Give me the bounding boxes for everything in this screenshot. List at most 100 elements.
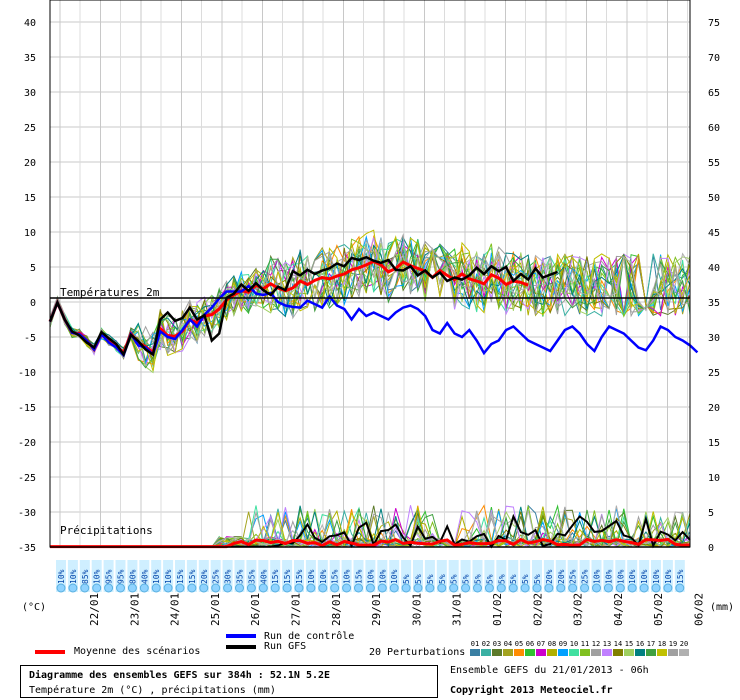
x-tick-label: 27/01 — [290, 593, 303, 626]
perturbation-swatch — [569, 649, 579, 656]
snow-percent-label: 10% — [93, 569, 102, 584]
x-tick-label: 26/01 — [249, 593, 262, 626]
snow-cell — [603, 560, 614, 592]
snow-percent-label: 40% — [140, 569, 149, 584]
snow-percent-label: 10% — [664, 569, 673, 584]
footer-title: Diagramme des ensembles GEFS sur 384h : … — [29, 670, 331, 681]
left-tick-label: 10 — [24, 228, 36, 239]
gfs-legend-swatch — [226, 645, 256, 649]
snowflake-icon — [258, 583, 268, 593]
perturbation-number: 09 — [559, 640, 567, 648]
snow-cell — [151, 560, 162, 592]
snow-percent-label: 10% — [319, 569, 328, 584]
snowflake-icon — [473, 583, 482, 593]
left-tick-label: -10 — [18, 368, 36, 379]
snow-cell — [139, 560, 150, 592]
control-legend-swatch — [226, 634, 256, 638]
snow-percent-label: 15% — [283, 569, 292, 584]
left-tick-label: 0 — [30, 298, 36, 309]
right-tick-label: 0 — [708, 543, 714, 554]
snow-percent-label: 5% — [426, 574, 435, 584]
x-tick-label: 23/01 — [128, 593, 141, 626]
perturbation-swatch — [668, 649, 678, 656]
snow-cell — [401, 560, 412, 592]
snow-percent-label: 10% — [57, 569, 66, 584]
snowflake-icon — [437, 583, 447, 593]
snow-percent-label: 25% — [581, 569, 590, 584]
snow-percent-label: 10% — [604, 569, 613, 584]
snow-cell — [210, 560, 221, 592]
snow-percent-label: 10% — [616, 569, 625, 584]
right-tick-label: 35 — [708, 298, 720, 309]
perturbation-temp-line — [49, 229, 691, 371]
right-tick-label: 45 — [708, 228, 720, 239]
snow-percent-label: 15% — [355, 569, 364, 584]
x-tick-label: 05/02 — [652, 593, 665, 626]
x-tick-label: 29/01 — [370, 593, 383, 626]
snow-cell — [543, 560, 554, 592]
footer-subtitle: Température 2m (°C) , précipitations (mm… — [29, 685, 276, 696]
snowflake-icon — [627, 583, 637, 593]
snow-percent-label: 5% — [438, 574, 447, 584]
series-line — [48, 255, 559, 358]
snow-cell — [389, 560, 400, 592]
snow-cell — [365, 560, 376, 592]
snow-cell — [222, 560, 233, 592]
snow-percent-label: 5% — [450, 574, 459, 584]
x-tick-label: 04/02 — [612, 593, 625, 626]
right-tick-label: 70 — [708, 53, 720, 64]
snow-cell — [294, 560, 304, 592]
perturbation-number: 07 — [537, 640, 545, 648]
snowflake-icon — [270, 583, 280, 593]
perturbation-swatch — [646, 649, 656, 656]
snow-percent-label: 10% — [366, 569, 375, 584]
x-tick-label: 22/01 — [88, 593, 101, 626]
chart-grid — [50, 0, 690, 548]
snow-percent-label: 5% — [474, 574, 483, 584]
left-tick-label: -25 — [18, 473, 36, 484]
snow-percent-label: 10% — [307, 569, 316, 584]
right-tick-label: 40 — [708, 263, 720, 274]
perturbation-number: 03 — [493, 640, 501, 648]
perturbation-swatch — [602, 649, 612, 656]
snow-cell — [377, 560, 388, 592]
snow-percent-label: 10% — [343, 569, 352, 584]
snow-cell — [115, 560, 126, 592]
snowflake-icon — [413, 583, 423, 593]
x-tick-label: 02/02 — [531, 593, 544, 626]
snow-row: 10% 10% 85% 10% 95% 95% 80% 40% 10% 10% 15% 15% 20% 2… — [56, 560, 685, 593]
snow-cell — [460, 560, 471, 592]
x-tick-label: 30/01 — [410, 593, 423, 626]
snow-cell — [639, 560, 650, 592]
snow-cell — [424, 560, 435, 592]
snow-percent-label: 40% — [259, 569, 268, 584]
perturbation-number: 20 — [680, 640, 688, 648]
right-tick-label: 5 — [708, 508, 714, 519]
left-tick-label: 15 — [24, 193, 36, 204]
perturbation-number: 01 — [471, 640, 479, 648]
right-tick-label: 15 — [708, 438, 720, 449]
snowflake-icon — [246, 583, 256, 593]
snowflake-icon — [520, 583, 530, 593]
snow-cell — [198, 560, 209, 592]
snow-percent-label: 35% — [236, 569, 245, 584]
snowflake-icon — [68, 583, 78, 593]
left-tick-label: 30 — [24, 88, 36, 99]
snowflake-icon — [615, 583, 625, 593]
right-tick-label: 30 — [708, 333, 720, 344]
snowflake-icon — [544, 583, 554, 593]
series-line — [48, 284, 699, 358]
mean-legend-label: Moyenne des scénarios — [74, 646, 201, 657]
snowflake-icon — [151, 583, 161, 593]
snowflake-icon — [294, 583, 304, 593]
left-tick-label: -5 — [24, 333, 36, 344]
snow-percent-label: 25% — [212, 569, 221, 584]
snow-percent-label: 25% — [569, 569, 578, 584]
left-tick-label: 5 — [30, 263, 36, 274]
snow-cell — [508, 560, 519, 592]
perturbation-swatch — [635, 649, 645, 656]
snow-cell — [79, 560, 90, 592]
control-legend-label: Run de contrôle — [264, 631, 355, 642]
snow-percent-label: 5% — [414, 574, 423, 584]
snow-percent-label: 80% — [128, 569, 137, 584]
